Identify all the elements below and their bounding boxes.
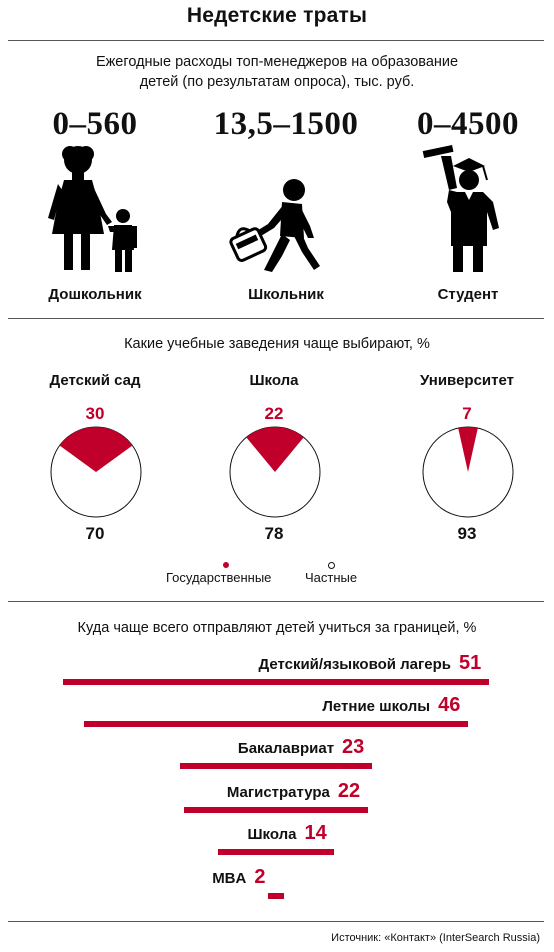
bar	[63, 679, 489, 685]
pie-private-value: 70	[85, 524, 105, 543]
bar	[184, 807, 368, 813]
page-title: Недетские траты	[186, 4, 368, 27]
divider	[8, 921, 544, 922]
bar-value-label: 2	[254, 866, 266, 888]
bar-category-label: MBA	[212, 870, 247, 887]
school-range: 13,5–1500	[213, 106, 359, 142]
pie-private-value: 93	[457, 524, 477, 543]
bar-value-label: 14	[304, 822, 327, 844]
pie-school	[229, 426, 321, 518]
pie-slice-public	[458, 427, 478, 472]
preschooler-icon	[48, 146, 137, 272]
school-label: Школьник	[248, 286, 324, 303]
pie-private-value: 78	[264, 524, 284, 543]
source-note: Источник: «Контакт» (InterSearch Russia)	[331, 932, 540, 944]
pie-public-value: 22	[264, 404, 284, 423]
pie-label-school: Школа	[249, 372, 299, 389]
bar-category-label: Летние школы	[322, 698, 431, 715]
bar-category-label: Магистратура	[226, 784, 330, 801]
divider	[8, 318, 544, 319]
bars-title: Куда чаще всего отправляют детей учиться…	[77, 620, 477, 636]
pie-label-university: Университет	[420, 372, 514, 389]
pie-kindergarten	[50, 426, 142, 518]
preschool-label: Дошкольник	[48, 286, 142, 303]
preschool-range: 0–560	[52, 106, 138, 142]
bar	[83, 721, 469, 727]
divider	[8, 40, 544, 41]
spending-subtitle: Ежегодные расходы топ-менеджеров на обра…	[95, 54, 459, 90]
pie-slice-public	[59, 427, 133, 472]
pie-slice-public	[246, 427, 304, 472]
pie-public-value: 7	[462, 404, 472, 423]
bar-value-label: 23	[342, 736, 365, 758]
legend-private-label: Частные	[305, 570, 358, 585]
student-label: Студент	[437, 286, 499, 303]
divider	[8, 601, 544, 602]
bar	[267, 893, 285, 899]
bar	[179, 763, 373, 769]
student-range: 0–4500	[417, 106, 519, 142]
graduate-student-icon	[422, 144, 499, 272]
legend-public-marker	[223, 562, 229, 568]
pies-title: Какие учебные заведения чаще выбирают, %	[124, 336, 430, 352]
legend-public-label: Государственные	[166, 570, 272, 585]
pie-label-kindergarten: Детский сад	[49, 372, 141, 389]
bar-category-label: Бакалавриат	[237, 740, 335, 757]
legend-private-marker	[328, 562, 335, 569]
bar-category-label: Школа	[247, 826, 297, 843]
bar-value-label: 51	[459, 652, 482, 674]
bar-value-label: 46	[438, 694, 461, 716]
bar-value-label: 22	[337, 780, 361, 802]
pie-public-value: 30	[85, 404, 105, 423]
pie-university	[422, 426, 514, 518]
bar-category-label: Детский/языковой лагерь	[258, 656, 451, 673]
bar	[217, 849, 335, 855]
schoolboy-icon	[229, 179, 320, 272]
